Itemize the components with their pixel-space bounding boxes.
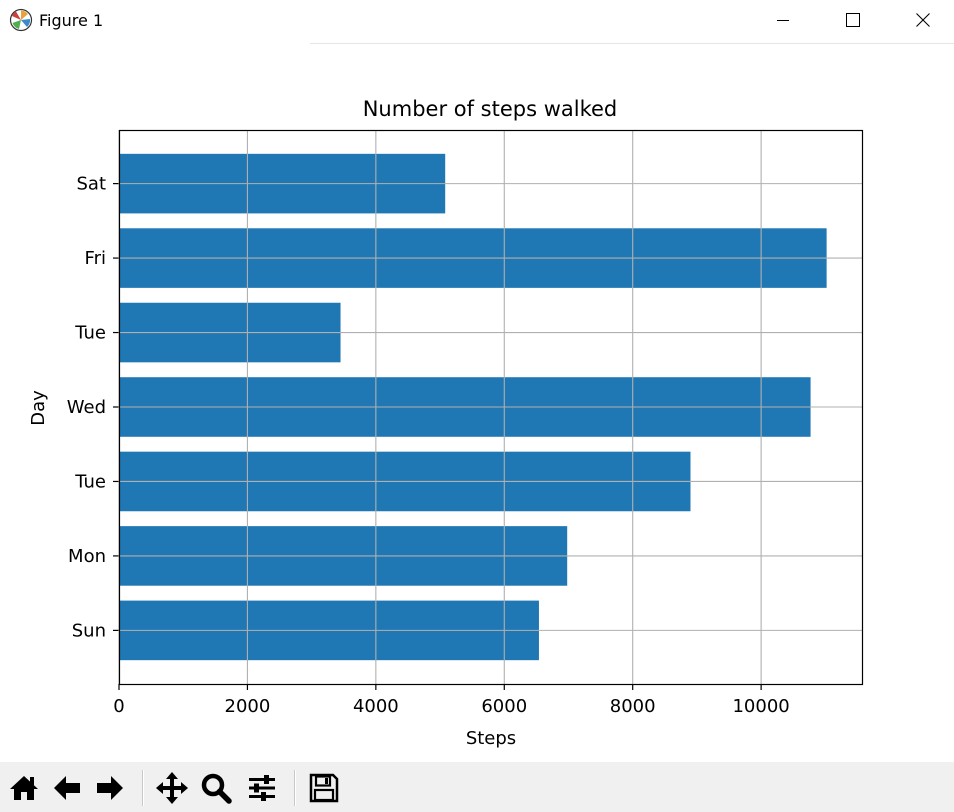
chart-title: Number of steps walked (363, 97, 618, 121)
pan-button[interactable] (153, 767, 191, 809)
y-tick-label: Mon (68, 546, 106, 567)
titlebar-divider (310, 43, 954, 44)
x-axis-ticks: 0 2000 4000 6000 8000 10000 (113, 684, 790, 717)
home-icon (10, 776, 38, 800)
x-tick-label: 2000 (225, 696, 271, 717)
x-tick-label: 8000 (610, 696, 656, 717)
close-button[interactable] (900, 0, 946, 40)
x-tick-label: 10000 (732, 696, 789, 717)
save-icon (309, 773, 339, 803)
window-title: Figure 1 (39, 11, 104, 30)
y-tick-label: Tue (74, 323, 106, 344)
y-axis-ticks: Sun Mon Tue Wed Tue Fri Sat (67, 174, 119, 641)
configure-subplots-button[interactable] (243, 767, 281, 809)
zoom-icon (201, 773, 232, 804)
forward-arrow-icon (97, 776, 123, 800)
toolbar-separator (294, 770, 296, 806)
matplotlib-logo-icon (9, 8, 33, 32)
maximize-button[interactable] (830, 0, 876, 40)
y-tick-label: Sun (72, 620, 106, 641)
toolbar-separator (142, 770, 144, 806)
y-tick-label: Fri (85, 248, 106, 269)
x-axis-label: Steps (466, 728, 516, 749)
zoom-button[interactable] (197, 767, 235, 809)
plot-frame (118, 129, 864, 686)
back-button[interactable] (48, 767, 86, 809)
bar-chart: Number of steps walked Sun Mon Tue Wed Tue Fr… (28, 97, 864, 749)
close-icon (916, 13, 930, 27)
maximize-icon (846, 13, 860, 27)
navigation-toolbar (0, 762, 954, 812)
save-button[interactable] (305, 767, 343, 809)
y-tick-label: Sat (76, 174, 106, 195)
x-tick-label: 4000 (353, 696, 399, 717)
pan-icon (156, 772, 188, 804)
configure-subplots-icon (249, 775, 275, 801)
y-tick-label: Wed (67, 397, 106, 418)
window-titlebar: Figure 1 (0, 0, 954, 42)
forward-button[interactable] (91, 767, 129, 809)
home-button[interactable] (5, 767, 43, 809)
back-arrow-icon (54, 776, 80, 800)
minimize-icon (777, 20, 789, 21)
x-tick-label: 6000 (481, 696, 527, 717)
minimize-button[interactable] (760, 0, 806, 40)
x-tick-label: 0 (113, 696, 124, 717)
figure-canvas[interactable]: Number of steps walked Sun Mon Tue Wed Tue Fr… (0, 44, 954, 762)
y-tick-label: Tue (74, 471, 106, 492)
y-axis-label: Day (28, 390, 49, 426)
